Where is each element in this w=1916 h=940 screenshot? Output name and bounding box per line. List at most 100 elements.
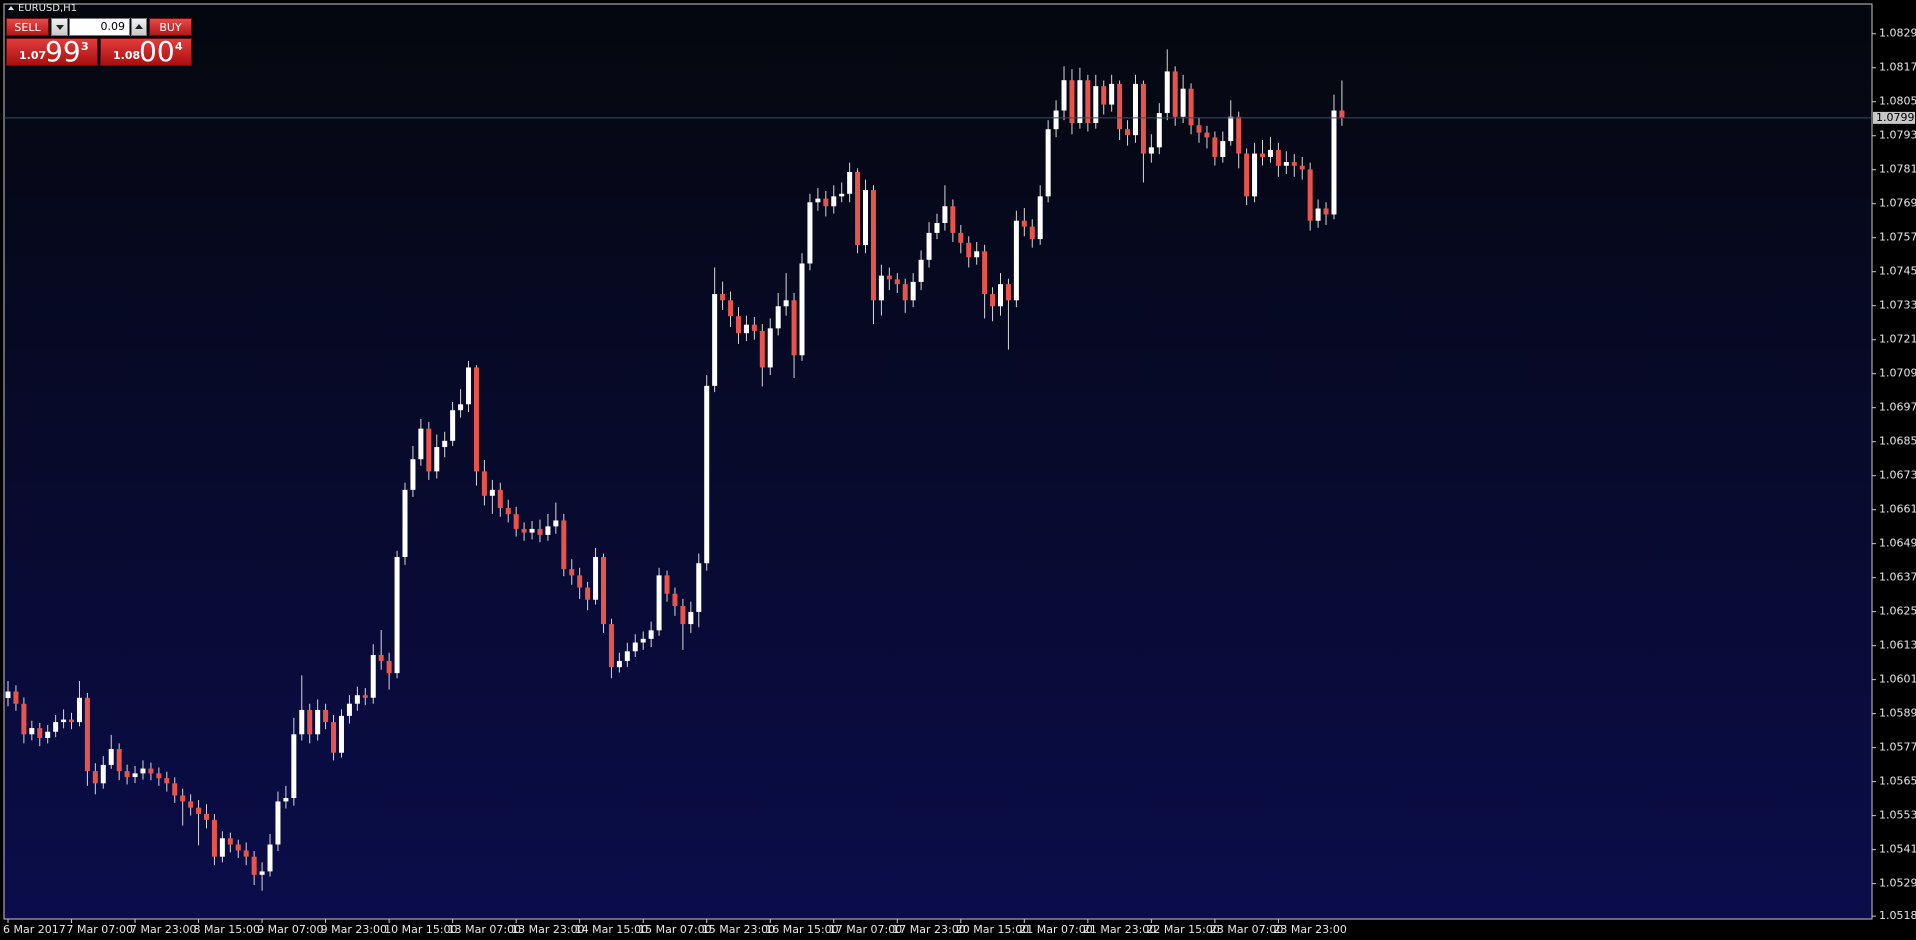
candle-body	[108, 749, 114, 765]
candle-body	[434, 447, 440, 472]
candle-body	[878, 275, 884, 301]
ask-price[interactable]: 1.08 00 4	[100, 37, 192, 67]
candle-body	[728, 300, 734, 317]
y-tick-label: 1.05180	[1879, 909, 1916, 922]
candle-body	[1196, 125, 1202, 133]
candle-body	[577, 575, 583, 588]
x-tick-label: 14 Mar 15:00	[575, 923, 648, 936]
candle-body	[688, 611, 694, 625]
bid-price[interactable]: 1.07 99 3	[6, 37, 98, 67]
candle-body	[561, 520, 567, 570]
y-tick-label: 1.08295	[1879, 27, 1916, 40]
candle-body	[751, 324, 757, 331]
candle-body	[664, 575, 670, 594]
candle-body	[291, 734, 297, 799]
candle-body	[497, 489, 503, 508]
candle-body	[148, 768, 154, 774]
candle-body	[29, 728, 35, 735]
candle-body	[926, 232, 932, 260]
candle-body	[513, 514, 519, 529]
candle-body	[1109, 83, 1115, 105]
candle-body	[473, 367, 479, 472]
y-tick-label: 1.06495	[1879, 537, 1916, 550]
candle-body	[950, 206, 956, 233]
candle-body	[1299, 165, 1305, 170]
candle-body	[315, 709, 321, 735]
x-tick-label: 9 Mar 23:00	[321, 923, 387, 936]
x-tick-label: 8 Mar 15:00	[194, 923, 260, 936]
candle-body	[275, 801, 281, 845]
y-tick-label: 1.06375	[1879, 571, 1916, 584]
candle-body	[1069, 80, 1075, 123]
candle-body	[188, 801, 194, 808]
candle-body	[410, 459, 416, 490]
candle-body	[13, 691, 19, 704]
ask-prefix: 1.08	[113, 49, 141, 62]
candle-body	[243, 850, 249, 857]
candle-body	[569, 569, 575, 576]
x-tick-label: 17 Mar 23:00	[892, 923, 965, 936]
candle-body	[1164, 71, 1170, 114]
ask-fraction: 4	[175, 40, 183, 53]
candle-body	[481, 471, 487, 496]
candle-body	[799, 263, 805, 356]
y-tick-label: 1.07335	[1879, 299, 1916, 312]
candle-body	[1053, 110, 1059, 130]
candle-body	[116, 749, 122, 772]
candle-body	[219, 838, 225, 857]
candle-body	[593, 556, 599, 600]
lot-input[interactable]: 0.09	[69, 18, 130, 36]
sell-button[interactable]: SELL	[6, 18, 49, 36]
lot-increase[interactable]	[131, 18, 147, 36]
candle-body	[1140, 83, 1146, 154]
candle-body	[1085, 80, 1091, 123]
lot-decrease[interactable]	[51, 18, 68, 36]
candle-body	[1188, 88, 1194, 126]
candle-body	[1180, 88, 1186, 117]
candle-body	[608, 624, 614, 668]
candle-body	[1244, 153, 1250, 197]
candle-body	[354, 695, 360, 704]
last-price-label: 1.07998	[1876, 111, 1916, 124]
candle-body	[259, 871, 265, 875]
candle-body	[5, 691, 11, 699]
candle-body	[338, 715, 344, 753]
candle-body	[76, 697, 82, 723]
y-tick-label: 1.05895	[1879, 707, 1916, 720]
candle-body	[37, 728, 43, 738]
y-tick-label: 1.07935	[1879, 129, 1916, 142]
candle-body	[394, 556, 400, 674]
candle-body	[585, 587, 591, 600]
x-tick-label: 21 Mar 07:00	[1019, 923, 1092, 936]
candle-body	[402, 489, 408, 557]
y-tick-label: 1.07215	[1879, 333, 1916, 346]
candle-body	[1323, 208, 1329, 215]
y-tick-label: 1.08055	[1879, 95, 1916, 108]
x-tick-label: 6 Mar 2017	[3, 923, 66, 936]
candle-body	[299, 709, 305, 735]
candle-body	[1331, 110, 1337, 215]
bid-prefix: 1.07	[19, 49, 47, 62]
y-tick-label: 1.06015	[1879, 673, 1916, 686]
candle-body	[251, 856, 257, 875]
y-tick-label: 1.07455	[1879, 265, 1916, 278]
candle-body	[124, 771, 130, 778]
candle-body	[346, 703, 352, 716]
candle-body	[1101, 86, 1107, 105]
candle-body	[362, 695, 368, 698]
candle-body	[489, 489, 495, 496]
buy-button[interactable]: BUY	[149, 18, 192, 36]
candle-body	[783, 300, 789, 307]
candle-body	[386, 660, 392, 674]
candle-body	[958, 232, 964, 243]
candle-body	[918, 259, 924, 282]
x-tick-label: 21 Mar 23:00	[1083, 923, 1156, 936]
candle-body	[855, 171, 861, 246]
x-tick-label: 16 Mar 15:00	[765, 923, 838, 936]
candle-body	[196, 807, 202, 814]
y-tick-label: 1.07695	[1879, 197, 1916, 210]
chart-title: EURUSD,H1	[8, 3, 77, 14]
candle-body	[132, 773, 138, 778]
candle-body	[942, 206, 948, 223]
candle-body	[1220, 141, 1226, 157]
